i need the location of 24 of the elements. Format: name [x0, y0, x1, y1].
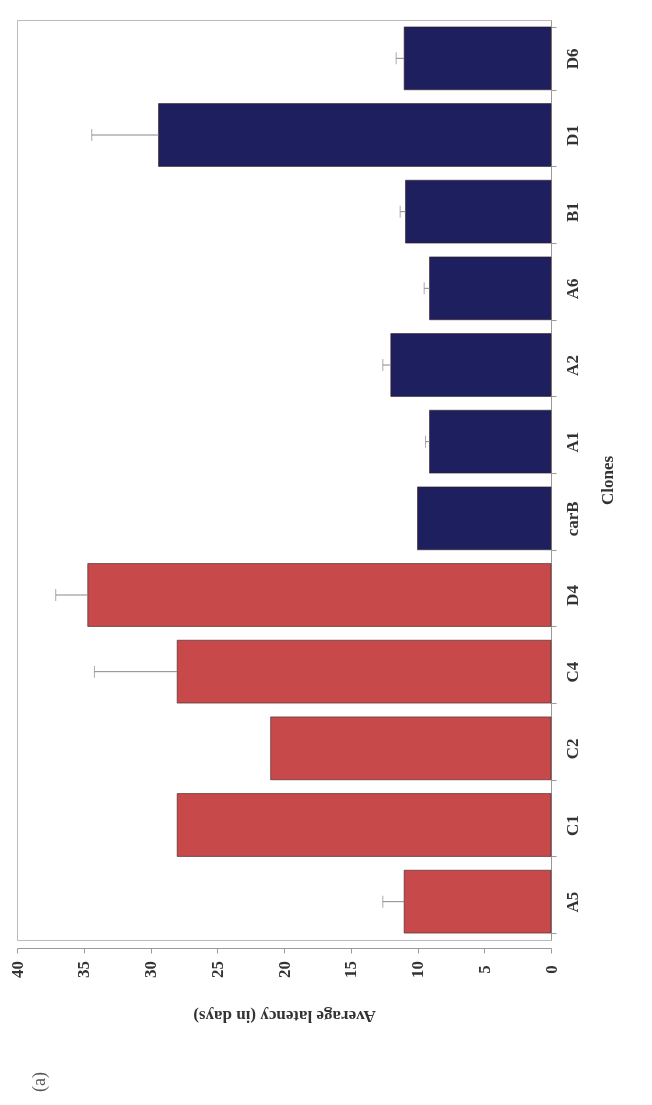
- y-tick-label: A2: [562, 355, 582, 376]
- y-tick-label: C2: [562, 738, 582, 760]
- y-tick-label: A6: [562, 278, 582, 300]
- y-tick-label: B1: [562, 202, 582, 223]
- x-tick-label: 10: [408, 961, 427, 978]
- y-tick-label: carB: [562, 501, 582, 537]
- y-tick-label: C1: [562, 815, 582, 836]
- x-tick-label: 15: [341, 961, 361, 978]
- y-tick-label: A5: [562, 891, 582, 913]
- x-tick-label: 5: [474, 965, 494, 974]
- x-tick-label: 0: [541, 965, 561, 974]
- y-tick-label: A1: [562, 431, 582, 453]
- y-tick-label: D4: [562, 584, 582, 606]
- x-tick-label: 30: [141, 961, 160, 978]
- x-tick-label: 35: [74, 961, 94, 978]
- y-tick-label: D1: [562, 125, 582, 146]
- x-tick-label: 25: [207, 961, 227, 978]
- y-tick-label: D6: [562, 48, 582, 70]
- x-tick-label: 20: [274, 961, 294, 978]
- y-tick-label: C4: [562, 661, 582, 683]
- y-axis-title: Clones: [597, 455, 617, 506]
- x-tick-label: 40: [7, 961, 27, 978]
- x-axis-title: Average latency (in days): [193, 1007, 376, 1026]
- text: (a): [29, 1072, 50, 1092]
